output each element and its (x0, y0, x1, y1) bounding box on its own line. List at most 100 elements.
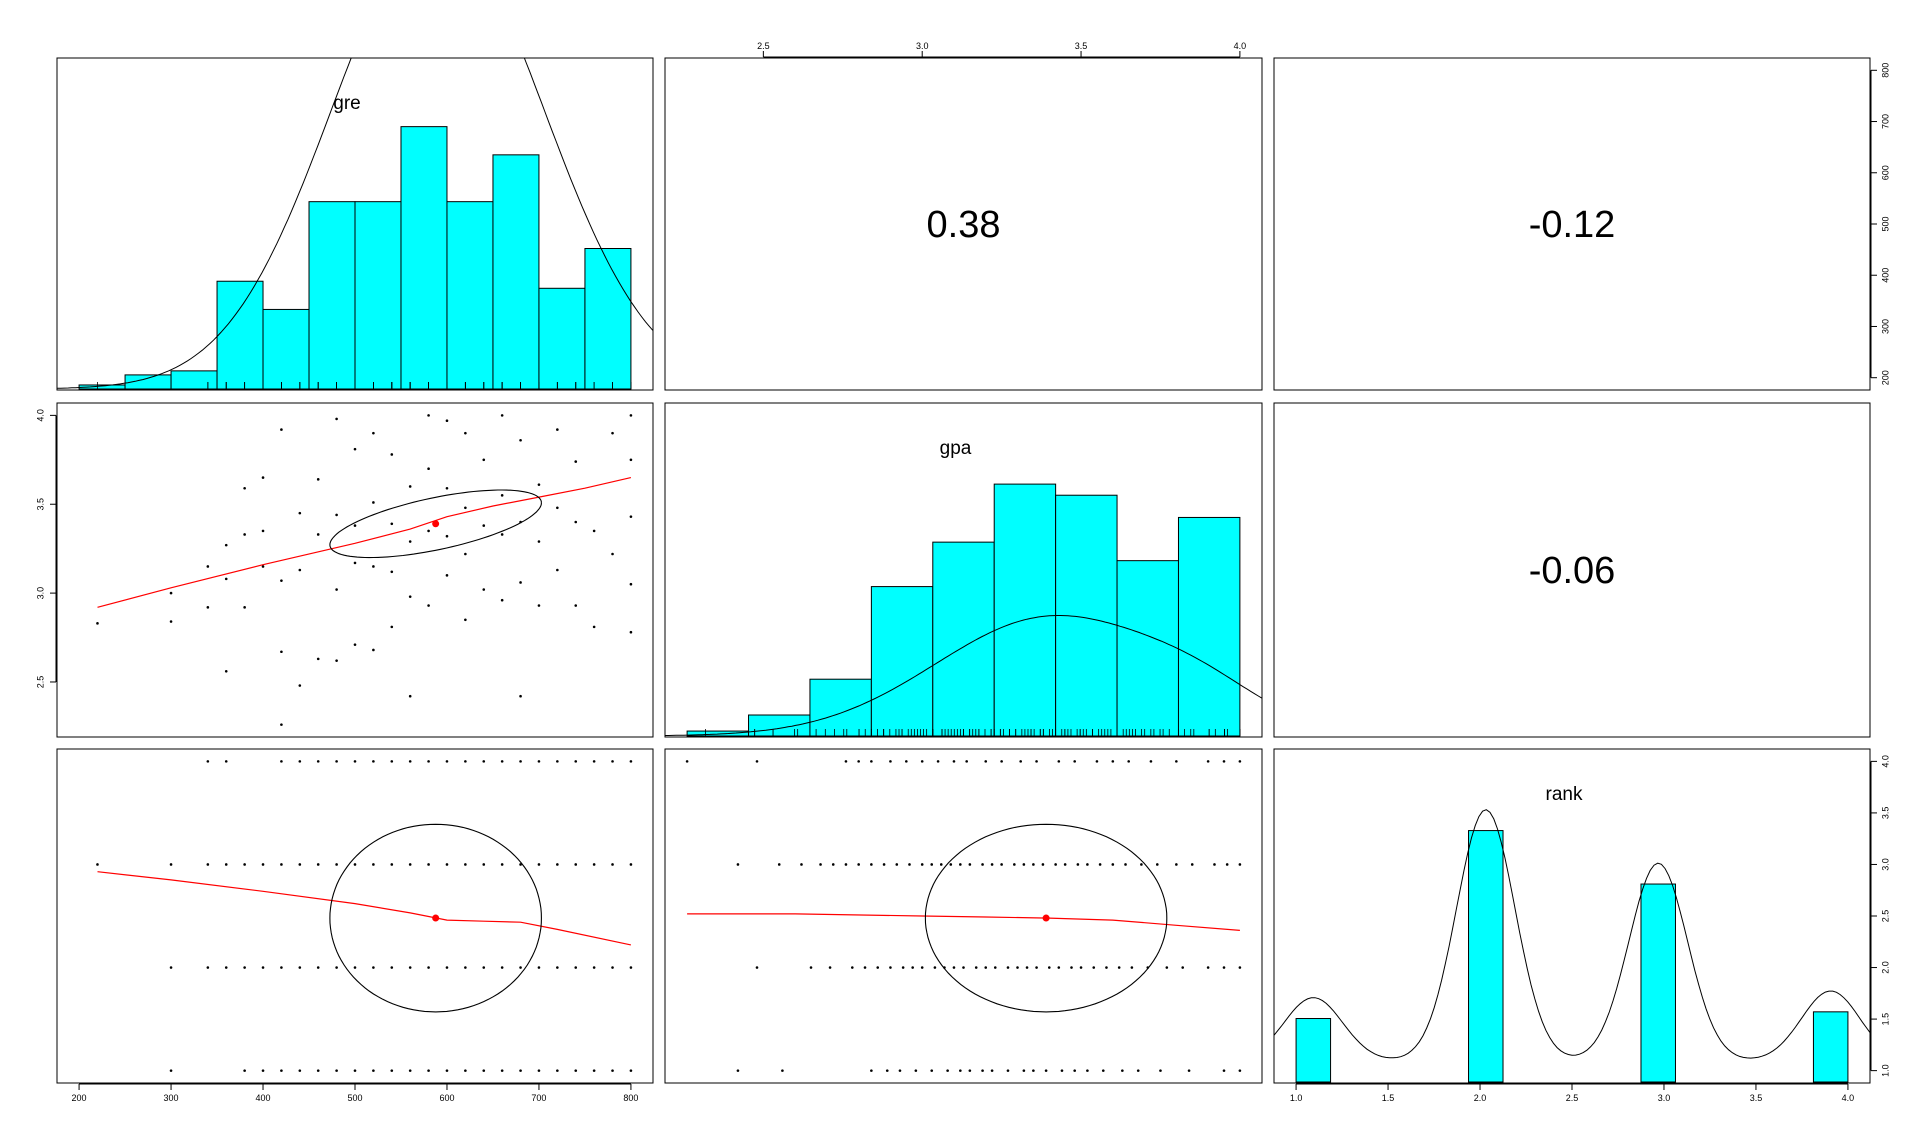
data-point (261, 863, 265, 866)
data-point (1140, 863, 1143, 866)
data-point (1086, 1069, 1089, 1072)
data-point (629, 414, 633, 417)
data-point (464, 1069, 467, 1072)
data-point (390, 625, 394, 629)
data-point (1222, 1069, 1226, 1072)
data-point (500, 863, 504, 866)
data-point (280, 966, 283, 969)
rank-bottom-axis-tick-label: 2.0 (1474, 1093, 1487, 1103)
data-point (889, 760, 892, 763)
data-point (537, 966, 541, 969)
gpa-histogram-bar (748, 714, 811, 737)
data-point (1105, 966, 1108, 969)
data-point (408, 966, 412, 969)
data-point (537, 540, 541, 543)
gre-right-axis-tick-label: 700 (1880, 114, 1890, 129)
data-point (335, 513, 338, 517)
data-point (574, 1069, 578, 1072)
data-point (464, 863, 467, 866)
data-point (800, 863, 803, 866)
data-point (316, 478, 320, 481)
panel-frames-layer (56, 57, 1871, 1084)
data-point (851, 966, 854, 969)
gre-density-curve (57, 58, 653, 389)
gpa-histogram-panel (665, 483, 1262, 737)
data-point (574, 760, 578, 763)
data-point (1006, 966, 1010, 969)
data-point (206, 565, 210, 568)
data-point (353, 966, 357, 969)
data-point (574, 460, 578, 463)
data-point (885, 1069, 889, 1072)
data-point (1175, 760, 1178, 763)
data-point (901, 966, 905, 969)
gre-right-axis-tick-label: 600 (1880, 165, 1890, 180)
data-point (206, 606, 210, 609)
data-point (1206, 966, 1210, 969)
data-point (959, 1069, 962, 1072)
rank-bottom-axis-tick-label: 3.5 (1750, 1093, 1763, 1103)
rank-panel-title: rank (1546, 784, 1583, 805)
data-point (556, 506, 559, 510)
data-point (574, 604, 578, 607)
data-point (1070, 966, 1073, 969)
gpa-left-axis-tick-label: 3.5 (35, 498, 45, 511)
gpa-top-axis-tick-label: 3.5 (1075, 41, 1088, 51)
data-point (500, 598, 504, 602)
data-point (408, 1069, 412, 1072)
data-point (1079, 966, 1083, 969)
data-point (1022, 1069, 1026, 1072)
data-point (629, 760, 633, 763)
data-point (870, 863, 873, 866)
data-point (206, 760, 210, 763)
data-point (828, 966, 832, 969)
panel-frame (1273, 57, 1871, 391)
data-point (224, 760, 228, 763)
scatter-gpa-vs-gre (96, 414, 633, 726)
data-point (592, 760, 596, 763)
gre-right-axis-tick-label: 500 (1880, 216, 1890, 231)
data-point (1206, 760, 1210, 763)
correlation-ellipse (329, 823, 542, 1013)
data-point (1124, 863, 1127, 866)
data-point (482, 588, 486, 591)
data-point (427, 467, 430, 470)
data-point (959, 863, 962, 866)
data-point (863, 966, 867, 969)
data-point (261, 476, 265, 479)
data-point (96, 622, 99, 625)
data-point (445, 486, 449, 490)
data-point (920, 863, 924, 866)
data-point (1101, 1069, 1105, 1072)
data-point (1222, 966, 1226, 969)
data-point (611, 966, 614, 969)
data-point (1225, 863, 1229, 866)
data-point (280, 579, 283, 582)
data-point (298, 863, 302, 866)
data-point (1035, 760, 1038, 763)
data-point (408, 485, 412, 488)
data-point (427, 760, 430, 763)
data-point (629, 582, 633, 586)
data-point (519, 863, 522, 866)
gpa-histogram-bar (993, 483, 1057, 737)
data-point (556, 863, 559, 866)
data-point (372, 863, 375, 866)
data-point (882, 863, 886, 866)
data-point (372, 760, 375, 763)
data-point (372, 431, 375, 435)
data-point (464, 760, 467, 763)
data-point (1013, 863, 1016, 866)
data-point (169, 620, 173, 623)
data-point (556, 1069, 559, 1072)
data-point (353, 643, 357, 646)
data-point (445, 863, 449, 866)
gpa-panel-title: gpa (940, 438, 972, 459)
data-point (946, 1069, 949, 1072)
correlation-gpa-rank: -0.06 (1529, 550, 1616, 592)
data-point (537, 863, 541, 866)
data-point (316, 760, 320, 763)
data-point (629, 966, 633, 969)
data-point (1057, 966, 1061, 969)
data-point (390, 863, 394, 866)
